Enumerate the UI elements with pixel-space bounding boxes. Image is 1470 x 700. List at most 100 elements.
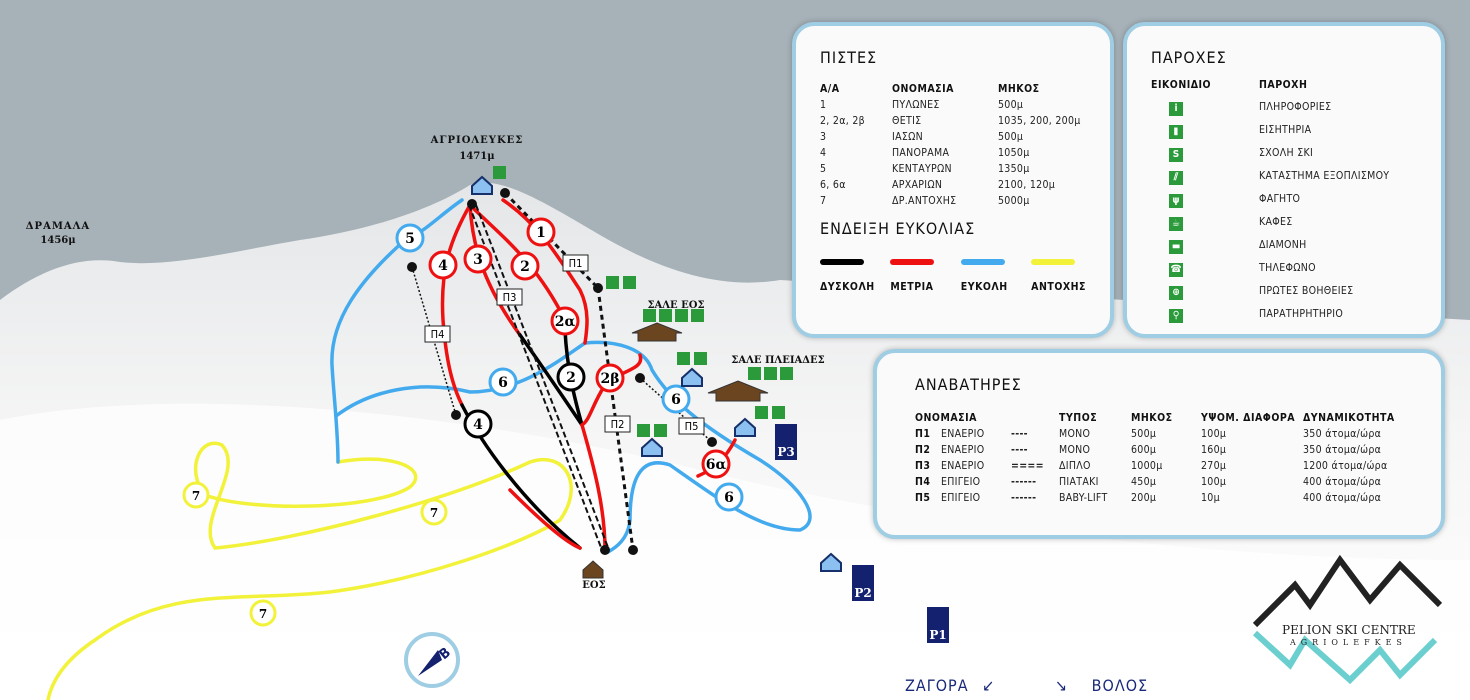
lift-row: Π2 ΕΝΑΕΡΙΟ ---- ΜΟΝΟ 600μ 160μ 350 άτομα/ώρα xyxy=(915,442,1395,458)
logo: PELION SKI CENTRE AGRIOLEFKES xyxy=(1250,554,1450,695)
piste-marker[interactable]: 6 xyxy=(714,482,744,512)
ticket-icon xyxy=(654,424,667,437)
icon-cell: S xyxy=(1151,141,1259,164)
lift-label-p3[interactable]: Π3 xyxy=(496,288,523,306)
cell: 10μ xyxy=(1201,492,1220,504)
cell: 1 xyxy=(820,99,827,111)
parking-p2[interactable]: P2 xyxy=(852,565,874,601)
lift-p3[interactable] xyxy=(468,204,610,551)
cell: ΕΝΑΕΡΙΟ xyxy=(941,460,985,472)
first-aid-icon xyxy=(606,276,619,289)
legend-item: ΜΕΤΡΙΑ xyxy=(890,250,960,293)
lift-p2[interactable] xyxy=(596,287,635,551)
compass: B xyxy=(404,632,460,688)
piste-marker[interactable]: 4 xyxy=(463,409,493,439)
facilities-table: ΕΙΚΟΝΙΔΙΟ ΠΑΡΟΧΗ i ΠΛΗΡΟΦΟΡΙΕΣ ▮ ΕΙΣΗΤΗΡΙΑ S Σ… xyxy=(1151,75,1389,325)
legend-label: ΕΥΚΟΛΗ xyxy=(960,281,1008,293)
peak-name: ΑΓΡΙΟΛΕΥΚΕΣ xyxy=(430,135,524,146)
svg-text:7: 7 xyxy=(259,607,267,621)
road-label: ΖΑΓΟΡΑ xyxy=(905,676,969,695)
cell: 400 άτομα/ώρα xyxy=(1303,492,1382,504)
parking-p1[interactable]: P1 xyxy=(927,607,949,643)
road-zagora[interactable]: ΖΑΓΟΡΑ ↙ xyxy=(905,676,995,695)
col-header: Α/Α xyxy=(820,83,840,95)
facility-label: ΕΙΣΗΤΗΡΙΑ xyxy=(1259,123,1312,136)
cell: 1200 άτομα/ώρα xyxy=(1303,460,1388,472)
col-header: ΜΗΚΟΣ xyxy=(998,83,1040,95)
facilities-panel: ΠΑΡΟΧΕΣ ΕΙΚΟΝΙΔΙΟ ΠΑΡΟΧΗ i ΠΛΗΡΟΦΟΡΙΕΣ ▮ ΕΙΣ… xyxy=(1123,22,1445,338)
logo-line1: PELION SKI CENTRE xyxy=(1282,623,1416,637)
base-label: ΕΟΣ xyxy=(582,580,605,591)
cafe-icon xyxy=(780,367,793,380)
cell: 500μ xyxy=(1131,428,1157,440)
legend-swatch xyxy=(890,259,935,265)
piste-4[interactable] xyxy=(440,203,472,407)
facility-row: ▮ ΕΙΣΗΤΗΡΙΑ xyxy=(1151,118,1389,141)
piste-marker[interactable]: 7 xyxy=(249,599,277,627)
piste-marker[interactable]: 2 xyxy=(510,251,540,281)
facility-row: ⚲ ΠΑΡΑΤΗΡΗΤΗΡΙΟ xyxy=(1151,302,1389,325)
peak-altitude: 1471μ xyxy=(459,151,494,162)
piste-marker[interactable]: 1 xyxy=(526,217,556,247)
lift-row: Π5 ΕΠΙΓΕΙΟ ------ BABY-LIFT 200μ 10μ 400 άτομα… xyxy=(915,490,1395,506)
cell: ΕΠΙΓΕΙΟ xyxy=(941,476,981,488)
lift-label-p1[interactable]: Π1 xyxy=(562,254,589,272)
cell: Π2 xyxy=(915,444,931,456)
facility-label: ΠΛΗΡΟΦΟΡΙΕΣ xyxy=(1259,100,1332,113)
lift-line-style: ------ xyxy=(1011,476,1037,488)
col-header: ΟΝΟΜΑΣΙΑ xyxy=(892,83,954,95)
col-header: ΟΝΟΜΑΣΙΑ xyxy=(915,412,977,424)
facility-row: ⫽ ΚΑΤΑΣΤΗΜΑ ΕΞΟΠΛΙΣΜΟΥ xyxy=(1151,164,1389,187)
lift-label-p5[interactable]: Π5 xyxy=(678,417,705,435)
cafe-icon: ☕ xyxy=(1169,216,1183,231)
facility-row: i ΠΛΗΡΟΦΟΡΙΕΣ xyxy=(1151,95,1389,118)
piste-marker[interactable]: 7 xyxy=(420,498,448,526)
piste-marker[interactable]: 4 xyxy=(428,250,458,280)
chalet-label: ΣΑΛΕ ΠΛΕΙΑΔΕΣ xyxy=(731,355,824,366)
piste-marker[interactable]: 7 xyxy=(182,481,210,509)
logo-line2: AGRIOLEFKES xyxy=(1290,638,1407,647)
cell: 400 άτομα/ώρα xyxy=(1303,476,1382,488)
piste-marker[interactable]: 2 xyxy=(556,362,586,392)
piste-marker[interactable]: 6α xyxy=(701,449,731,479)
piste-marker[interactable]: 5 xyxy=(395,223,425,253)
piste-marker[interactable]: 6 xyxy=(661,384,691,414)
legend-label: ΜΕΤΡΙΑ xyxy=(890,281,934,293)
cell: ΕΝΑΕΡΙΟ xyxy=(941,444,985,456)
piste-6[interactable] xyxy=(334,340,812,554)
col-header: ΔΥΝΑΜΙΚΟΤΗΤΑ xyxy=(1303,412,1395,424)
place-labels: ΔΡΑΜΑΛΑ 1456μ ΑΓΡΙΟΛΕΥΚΕΣ 1471μ ΣΑΛΕ ΕΟΣ… xyxy=(26,135,825,591)
cell: 350 άτομα/ώρα xyxy=(1303,444,1382,456)
cell: ΕΠΙΓΕΙΟ xyxy=(941,492,981,504)
piste-marker[interactable]: 2α xyxy=(550,306,580,336)
cell: 1035, 200, 200μ xyxy=(998,115,1081,127)
piste-marker[interactable]: 3 xyxy=(463,244,493,274)
panel-title: ΠΑΡΟΧΕΣ xyxy=(1151,48,1227,67)
pistes-panel: ΠΙΣΤΕΣ Α/Α ΟΝΟΜΑΣΙΑ ΜΗΚΟΣ 1 ΠΥΛΩΝΕΣ 500μ 2, 2… xyxy=(792,22,1114,338)
info-icon: i xyxy=(1169,101,1183,116)
cell: ΔΙΠΛΟ xyxy=(1059,460,1091,472)
piste-5[interactable] xyxy=(330,198,464,464)
icon-cell: ☎ xyxy=(1151,256,1259,279)
road-volos[interactable]: ↘ ΒΟΛΟΣ xyxy=(1055,676,1148,695)
cafe-icon xyxy=(675,309,688,322)
svg-text:6: 6 xyxy=(724,490,734,506)
facility-label: ΦΑΓΗΤΟ xyxy=(1259,192,1301,205)
lift-label-p2[interactable]: Π2 xyxy=(604,415,631,433)
icon-cell: ⫽ xyxy=(1151,164,1259,187)
col-header: ΕΙΚΟΝΙΔΙΟ xyxy=(1151,79,1212,91)
lift-labels: Π1 Π2 Π3 Π4 Π5 xyxy=(424,254,705,435)
piste-3-black[interactable] xyxy=(518,333,584,427)
hut-icon xyxy=(681,367,703,387)
piste-1[interactable] xyxy=(501,198,589,345)
piste-marker[interactable]: 6 xyxy=(488,367,518,397)
ticket-icon: ▮ xyxy=(1169,124,1183,139)
bed-icon xyxy=(659,309,672,322)
cell: Π4 xyxy=(915,476,931,488)
piste-markers: 1 2 2α 2β 2 3 4 4 5 6 6 6 6α 7 7 7 xyxy=(182,217,744,627)
parking-p3[interactable]: P3 xyxy=(775,424,797,460)
piste-marker[interactable]: 2β xyxy=(595,363,625,393)
piste-7[interactable] xyxy=(46,441,573,700)
lift-label-p4[interactable]: Π4 xyxy=(424,325,451,343)
ticket-icon xyxy=(623,276,636,289)
